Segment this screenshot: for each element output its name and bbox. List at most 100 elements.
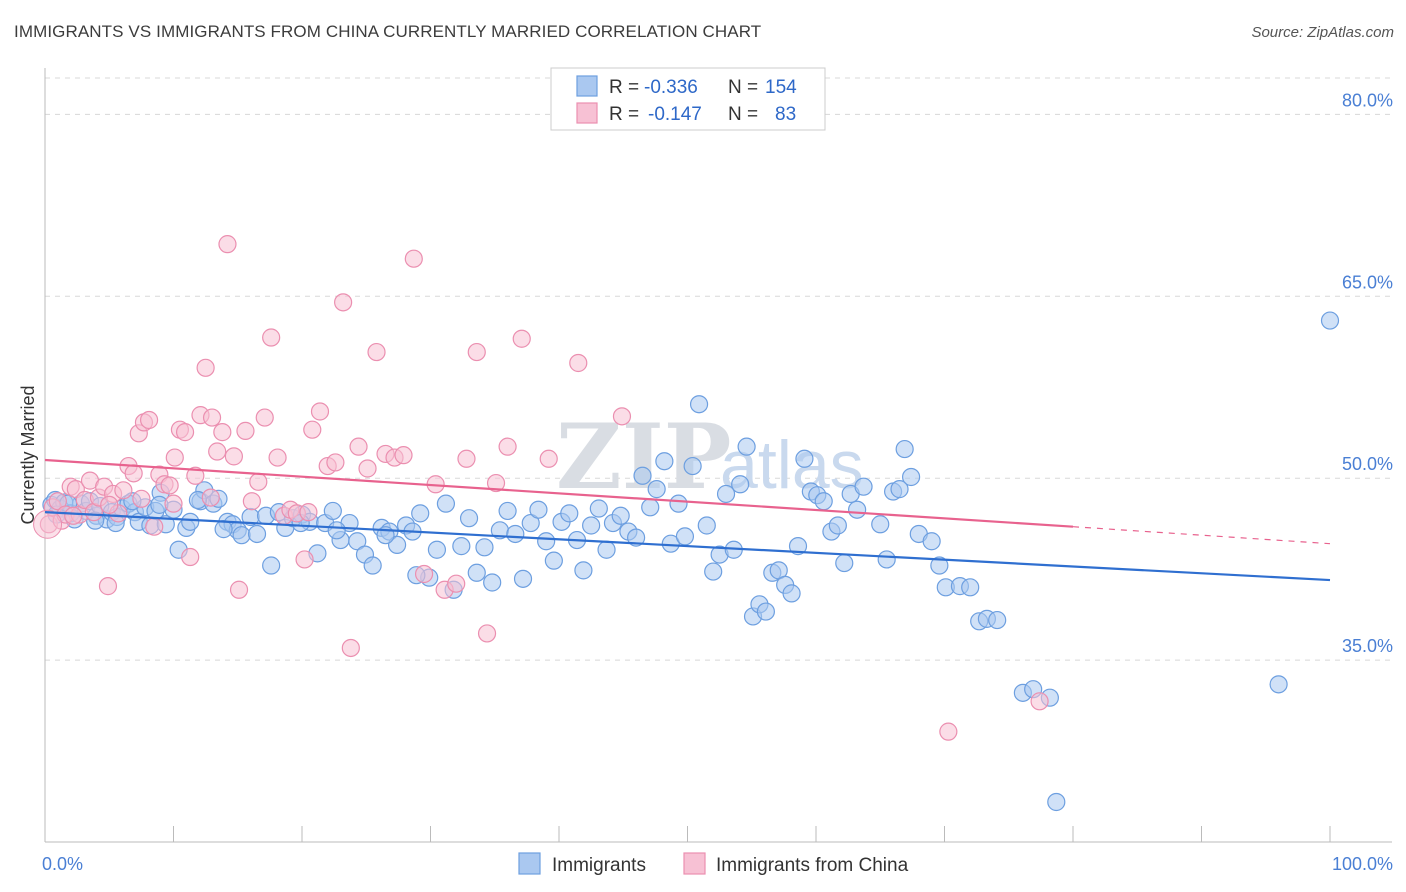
- china-point-18: [124, 464, 143, 483]
- immigrants-point-88: [647, 480, 666, 499]
- source-label: Source: ZipAtlas.com: [1251, 24, 1394, 41]
- china-point-55: [349, 437, 368, 456]
- legend-swatch-china: [576, 102, 598, 124]
- immigrants-point-93: [683, 456, 702, 476]
- china-points: [33, 235, 1049, 741]
- china-point-56: [358, 459, 377, 478]
- immigrants-point-83: [611, 506, 630, 525]
- immigrants-point-120: [871, 515, 890, 534]
- legend-n-label-2: N =: [728, 104, 758, 125]
- immigrants-point-79: [582, 516, 601, 535]
- x-tick-label-0: 0.0%: [42, 854, 83, 874]
- immigrants-point-113: [814, 492, 833, 511]
- immigrants-point-70: [513, 569, 533, 588]
- immigrants-point-87: [641, 498, 660, 517]
- china-point-36: [218, 235, 237, 254]
- china-point-37: [224, 447, 243, 466]
- x-tick-label-100: 100.0%: [1332, 854, 1393, 874]
- immigrants-point-128: [930, 556, 949, 575]
- china-point-26: [165, 448, 184, 467]
- china-point-60: [394, 446, 413, 465]
- china-point-38: [229, 580, 249, 599]
- immigrants-point-62: [452, 537, 471, 556]
- immigrants-point-26: [181, 512, 200, 531]
- immigrants-point-94: [689, 395, 709, 414]
- china-point-35: [213, 423, 232, 442]
- china-point-25: [160, 476, 179, 495]
- immigrants-point-100: [731, 475, 750, 494]
- immigrants-point-60: [436, 494, 456, 513]
- immigrants-point-148: [214, 520, 233, 539]
- china-point-large: [33, 509, 63, 539]
- immigrants-point-92: [675, 527, 695, 546]
- china-point-50: [310, 402, 330, 421]
- immigrants-point-134: [988, 610, 1007, 630]
- immigrants-point-69: [506, 524, 525, 544]
- immigrants-point-139: [1269, 675, 1288, 694]
- china-point-34: [208, 442, 227, 461]
- china-point-73: [569, 353, 588, 373]
- china-point-21: [139, 410, 159, 430]
- immigrants-point-63: [459, 509, 479, 528]
- immigrants-point-125: [901, 467, 921, 487]
- legend-n-label-1: N =: [728, 77, 758, 98]
- china-point-28: [175, 423, 195, 442]
- immigrants-point-95: [697, 516, 716, 535]
- china-point-72: [539, 449, 558, 468]
- immigrants-point-123: [890, 480, 909, 499]
- immigrants-point-140: [1320, 311, 1340, 330]
- immigrants-point-138: [1047, 792, 1066, 812]
- china-point-78: [100, 495, 119, 514]
- immigrants-point-115: [828, 516, 847, 535]
- china-point-74: [612, 407, 632, 426]
- immigrants-point-119: [854, 477, 873, 496]
- immigrants-point-104: [756, 602, 775, 621]
- bottom-legend-swatch-immigrants: [518, 852, 541, 875]
- immigrants-point-80: [589, 499, 608, 518]
- immigrants-point-59: [427, 540, 447, 559]
- china-trend-line: [44, 458, 1074, 528]
- china-point-82: [299, 503, 318, 522]
- china-point-80: [164, 494, 183, 513]
- immigrants-point-66: [483, 573, 502, 592]
- china-point-67: [467, 342, 486, 362]
- china-point-52: [326, 453, 345, 472]
- immigrants-point-91: [669, 494, 688, 513]
- china-point-77: [64, 506, 83, 525]
- y-tick-label-65: 65.0%: [1342, 272, 1393, 292]
- china-point-16: [114, 481, 133, 500]
- immigrants-point-51: [363, 556, 382, 575]
- immigrants-point-46: [323, 501, 342, 521]
- immigrants-point-101: [737, 437, 756, 456]
- immigrants-point-81: [597, 540, 616, 559]
- immigrants-point-68: [498, 501, 517, 521]
- china-point-48: [295, 550, 314, 569]
- immigrants-point-109: [788, 537, 808, 556]
- immigrants-point-96: [704, 562, 723, 581]
- immigrants-point-73: [537, 532, 556, 551]
- china-point-32: [196, 358, 215, 377]
- immigrants-point-108: [782, 584, 801, 603]
- y-axis-label: Currently Married: [18, 385, 38, 524]
- legend-r-value-1: -0.336: [644, 77, 698, 98]
- immigrants-point-86: [633, 466, 652, 485]
- chart-title: IMMIGRANTS VS IMMIGRANTS FROM CHINA CURR…: [14, 22, 762, 41]
- immigrants-point-74: [544, 551, 563, 570]
- y-tick-label-35: 35.0%: [1342, 636, 1393, 656]
- china-point-49: [303, 420, 322, 439]
- china-point-68: [477, 624, 497, 643]
- bottom-legend-china: Immigrants from China: [716, 855, 909, 876]
- china-point-61: [404, 249, 423, 268]
- immigrants-point-54: [387, 535, 407, 554]
- china-point-43: [262, 328, 281, 347]
- china-point-69: [486, 473, 506, 493]
- axes: [44, 68, 1392, 843]
- trend-lines: [44, 458, 1331, 582]
- china-point-57: [367, 342, 386, 362]
- immigrants-point-118: [848, 500, 867, 519]
- y-tick-label-50: 50.0%: [1342, 454, 1393, 474]
- china-point-65: [447, 574, 466, 593]
- immigrants-point-124: [895, 439, 914, 459]
- china-point-44: [268, 448, 287, 467]
- immigrants-point-49: [348, 532, 367, 551]
